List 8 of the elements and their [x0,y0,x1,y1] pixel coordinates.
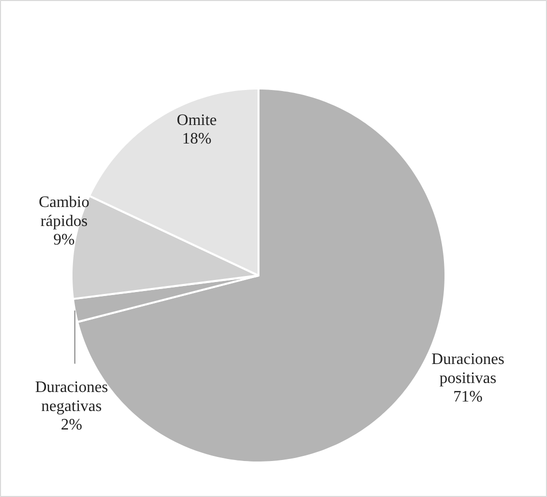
slice-label: Omite [176,112,217,129]
slice-label: Duraciones positivas [432,351,504,387]
slice-label: Duraciones negativas [35,379,108,415]
data-label: 71% [453,388,483,406]
data-label: 2% [60,416,82,434]
data-label: 18% [182,130,212,148]
slice-label: Cambio rápidos [38,194,90,230]
data-label: 9% [53,231,75,248]
